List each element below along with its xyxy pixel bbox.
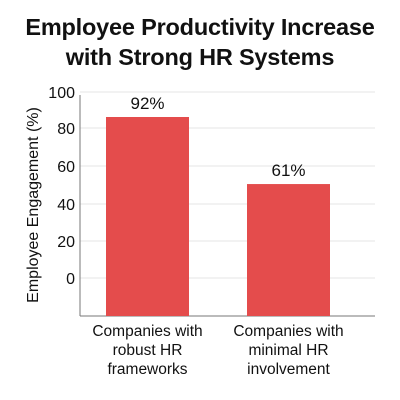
y-tick-label: 0 — [66, 271, 75, 288]
y-tick-label: 20 — [57, 234, 75, 251]
bars — [106, 117, 330, 316]
y-axis-label: Employee Engagement (%) — [25, 107, 42, 303]
data-labels: 92% 61% — [130, 94, 305, 180]
bar — [106, 117, 189, 316]
x-category-label: Companies with — [233, 323, 343, 340]
x-category-label: Companies with — [92, 323, 202, 340]
x-category-label: frameworks — [107, 361, 187, 378]
y-tick-label: 60 — [57, 159, 75, 176]
chart-title: Employee Productivity Increase with Stro… — [0, 12, 400, 72]
x-category-label: robust HR — [113, 342, 183, 359]
x-category-label: minimal HR — [248, 342, 328, 359]
data-label: 92% — [130, 94, 164, 113]
chart-title-line-1: Employee Productivity Increase — [25, 14, 375, 40]
y-tick-label: 40 — [57, 197, 75, 214]
y-axis-ticks: 100 80 60 40 20 0 — [48, 85, 75, 288]
y-tick-label: 80 — [57, 121, 75, 138]
chart-title-line-2: with Strong HR Systems — [65, 44, 335, 70]
y-tick-label: 100 — [48, 85, 75, 102]
x-category-label: involvement — [247, 361, 330, 378]
x-axis-category-labels: Companies with robust HR frameworks Compani… — [92, 323, 343, 378]
data-label: 61% — [271, 161, 305, 180]
bar — [247, 184, 330, 316]
